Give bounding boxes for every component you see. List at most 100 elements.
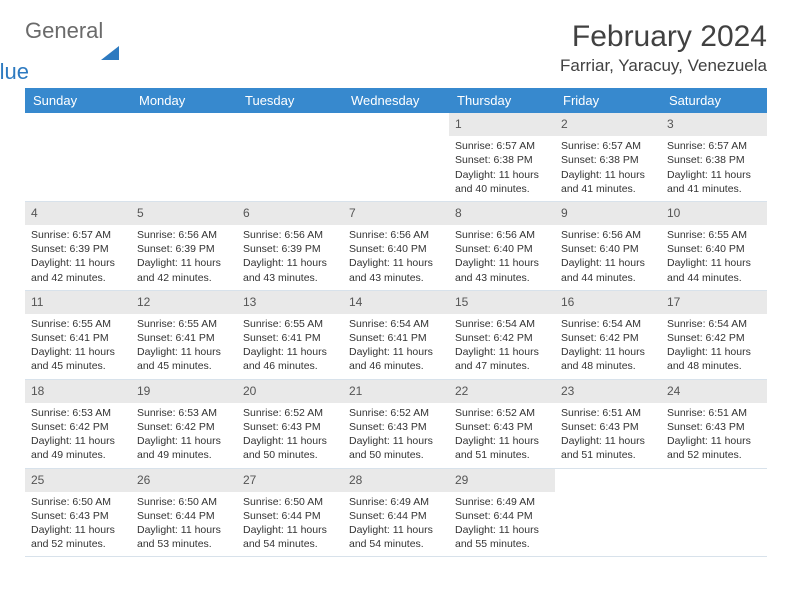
day-details: Sunrise: 6:55 AMSunset: 6:41 PMDaylight:… — [25, 314, 131, 379]
day-number: 27 — [237, 469, 343, 492]
calendar-cell: 14Sunrise: 6:54 AMSunset: 6:41 PMDayligh… — [343, 291, 449, 380]
calendar-cell: 1Sunrise: 6:57 AMSunset: 6:38 PMDaylight… — [449, 113, 555, 202]
day-details: Sunrise: 6:55 AMSunset: 6:40 PMDaylight:… — [661, 225, 767, 290]
day-details: Sunrise: 6:49 AMSunset: 6:44 PMDaylight:… — [449, 492, 555, 557]
calendar-cell: 5Sunrise: 6:56 AMSunset: 6:39 PMDaylight… — [131, 202, 237, 291]
calendar-cell: 7Sunrise: 6:56 AMSunset: 6:40 PMDaylight… — [343, 202, 449, 291]
day-details: Sunrise: 6:54 AMSunset: 6:42 PMDaylight:… — [555, 314, 661, 379]
day-number: 26 — [131, 469, 237, 492]
calendar-cell: 21Sunrise: 6:52 AMSunset: 6:43 PMDayligh… — [343, 380, 449, 469]
calendar-cell: 8Sunrise: 6:56 AMSunset: 6:40 PMDaylight… — [449, 202, 555, 291]
calendar-cell: 25Sunrise: 6:50 AMSunset: 6:43 PMDayligh… — [25, 469, 131, 558]
day-number: 5 — [131, 202, 237, 225]
day-details: Sunrise: 6:53 AMSunset: 6:42 PMDaylight:… — [25, 403, 131, 468]
day-details: Sunrise: 6:52 AMSunset: 6:43 PMDaylight:… — [237, 403, 343, 468]
calendar-cell: 10Sunrise: 6:55 AMSunset: 6:40 PMDayligh… — [661, 202, 767, 291]
calendar-cell: 19Sunrise: 6:53 AMSunset: 6:42 PMDayligh… — [131, 380, 237, 469]
weekday-heading: Wednesday — [343, 88, 449, 113]
day-number: 15 — [449, 291, 555, 314]
weekday-heading: Friday — [555, 88, 661, 113]
calendar-cell-empty — [661, 469, 767, 558]
day-details: Sunrise: 6:57 AMSunset: 6:38 PMDaylight:… — [661, 136, 767, 201]
page-title: February 2024 — [560, 20, 767, 54]
calendar-cell: 29Sunrise: 6:49 AMSunset: 6:44 PMDayligh… — [449, 469, 555, 558]
day-details: Sunrise: 6:52 AMSunset: 6:43 PMDaylight:… — [343, 403, 449, 468]
calendar-cell: 23Sunrise: 6:51 AMSunset: 6:43 PMDayligh… — [555, 380, 661, 469]
day-details: Sunrise: 6:49 AMSunset: 6:44 PMDaylight:… — [343, 492, 449, 557]
day-details: Sunrise: 6:54 AMSunset: 6:42 PMDaylight:… — [661, 314, 767, 379]
calendar-weekday-header: Sunday Monday Tuesday Wednesday Thursday… — [25, 88, 767, 113]
title-block: February 2024 Farriar, Yaracuy, Venezuel… — [560, 20, 767, 76]
day-number: 13 — [237, 291, 343, 314]
weekday-heading: Saturday — [661, 88, 767, 113]
weekday-heading: Tuesday — [237, 88, 343, 113]
calendar-cell: 13Sunrise: 6:55 AMSunset: 6:41 PMDayligh… — [237, 291, 343, 380]
header: General Blue February 2024 Farriar, Yara… — [25, 20, 767, 76]
day-number: 1 — [449, 113, 555, 136]
day-details: Sunrise: 6:57 AMSunset: 6:39 PMDaylight:… — [25, 225, 131, 290]
day-number: 23 — [555, 380, 661, 403]
day-number: 20 — [237, 380, 343, 403]
day-details: Sunrise: 6:54 AMSunset: 6:42 PMDaylight:… — [449, 314, 555, 379]
logo-text-blue: Blue — [0, 61, 81, 83]
calendar-cell: 17Sunrise: 6:54 AMSunset: 6:42 PMDayligh… — [661, 291, 767, 380]
day-number: 6 — [237, 202, 343, 225]
calendar-cell: 11Sunrise: 6:55 AMSunset: 6:41 PMDayligh… — [25, 291, 131, 380]
day-details: Sunrise: 6:55 AMSunset: 6:41 PMDaylight:… — [237, 314, 343, 379]
day-details: Sunrise: 6:56 AMSunset: 6:40 PMDaylight:… — [343, 225, 449, 290]
day-number: 3 — [661, 113, 767, 136]
day-number: 4 — [25, 202, 131, 225]
calendar-cell: 12Sunrise: 6:55 AMSunset: 6:41 PMDayligh… — [131, 291, 237, 380]
calendar-cell: 24Sunrise: 6:51 AMSunset: 6:43 PMDayligh… — [661, 380, 767, 469]
calendar-cell: 15Sunrise: 6:54 AMSunset: 6:42 PMDayligh… — [449, 291, 555, 380]
day-details: Sunrise: 6:50 AMSunset: 6:44 PMDaylight:… — [237, 492, 343, 557]
weekday-heading: Monday — [131, 88, 237, 113]
calendar-cell: 4Sunrise: 6:57 AMSunset: 6:39 PMDaylight… — [25, 202, 131, 291]
calendar-cell: 2Sunrise: 6:57 AMSunset: 6:38 PMDaylight… — [555, 113, 661, 202]
day-details: Sunrise: 6:50 AMSunset: 6:43 PMDaylight:… — [25, 492, 131, 557]
day-details: Sunrise: 6:54 AMSunset: 6:41 PMDaylight:… — [343, 314, 449, 379]
calendar-cell: 20Sunrise: 6:52 AMSunset: 6:43 PMDayligh… — [237, 380, 343, 469]
calendar-cell: 3Sunrise: 6:57 AMSunset: 6:38 PMDaylight… — [661, 113, 767, 202]
day-number: 9 — [555, 202, 661, 225]
day-number: 21 — [343, 380, 449, 403]
day-number: 16 — [555, 291, 661, 314]
day-number: 24 — [661, 380, 767, 403]
day-details: Sunrise: 6:56 AMSunset: 6:40 PMDaylight:… — [449, 225, 555, 290]
day-details: Sunrise: 6:50 AMSunset: 6:44 PMDaylight:… — [131, 492, 237, 557]
day-number: 7 — [343, 202, 449, 225]
calendar-cell: 26Sunrise: 6:50 AMSunset: 6:44 PMDayligh… — [131, 469, 237, 558]
logo: General Blue — [25, 20, 121, 65]
weekday-heading: Sunday — [25, 88, 131, 113]
day-details: Sunrise: 6:51 AMSunset: 6:43 PMDaylight:… — [555, 403, 661, 468]
calendar-cell: 22Sunrise: 6:52 AMSunset: 6:43 PMDayligh… — [449, 380, 555, 469]
calendar-cell: 27Sunrise: 6:50 AMSunset: 6:44 PMDayligh… — [237, 469, 343, 558]
calendar-cell: 28Sunrise: 6:49 AMSunset: 6:44 PMDayligh… — [343, 469, 449, 558]
calendar-cell-empty — [343, 113, 449, 202]
day-details: Sunrise: 6:52 AMSunset: 6:43 PMDaylight:… — [449, 403, 555, 468]
day-details: Sunrise: 6:56 AMSunset: 6:39 PMDaylight:… — [131, 225, 237, 290]
day-number: 11 — [25, 291, 131, 314]
day-number: 18 — [25, 380, 131, 403]
day-details: Sunrise: 6:51 AMSunset: 6:43 PMDaylight:… — [661, 403, 767, 468]
calendar-cell: 16Sunrise: 6:54 AMSunset: 6:42 PMDayligh… — [555, 291, 661, 380]
calendar-cell-empty — [237, 113, 343, 202]
day-number: 28 — [343, 469, 449, 492]
logo-text-general: General — [25, 18, 103, 43]
day-number: 29 — [449, 469, 555, 492]
calendar-cell: 6Sunrise: 6:56 AMSunset: 6:39 PMDaylight… — [237, 202, 343, 291]
day-number: 14 — [343, 291, 449, 314]
day-details: Sunrise: 6:56 AMSunset: 6:39 PMDaylight:… — [237, 225, 343, 290]
calendar-cell-empty — [25, 113, 131, 202]
weekday-heading: Thursday — [449, 88, 555, 113]
day-number: 10 — [661, 202, 767, 225]
calendar-cell: 18Sunrise: 6:53 AMSunset: 6:42 PMDayligh… — [25, 380, 131, 469]
day-number: 12 — [131, 291, 237, 314]
day-details: Sunrise: 6:57 AMSunset: 6:38 PMDaylight:… — [449, 136, 555, 201]
calendar-grid: 1Sunrise: 6:57 AMSunset: 6:38 PMDaylight… — [25, 113, 767, 557]
day-number: 22 — [449, 380, 555, 403]
day-number: 8 — [449, 202, 555, 225]
location-subtitle: Farriar, Yaracuy, Venezuela — [560, 56, 767, 76]
calendar-cell: 9Sunrise: 6:56 AMSunset: 6:40 PMDaylight… — [555, 202, 661, 291]
day-details: Sunrise: 6:56 AMSunset: 6:40 PMDaylight:… — [555, 225, 661, 290]
